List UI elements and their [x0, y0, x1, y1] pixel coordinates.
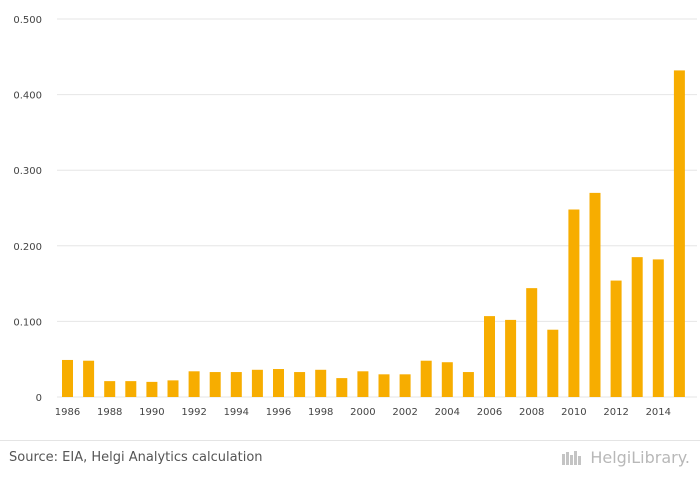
x-tick-label: 1998 — [308, 407, 333, 418]
bar-1993[interactable] — [209, 372, 221, 397]
x-tick-label: 1988 — [97, 407, 122, 418]
x-axis-ticks: 1986 1988 1990 1992 1994 1996 1998 2000 2002 2004… — [55, 407, 671, 418]
bar-2008[interactable] — [526, 288, 538, 397]
y-tick-label: 0.100 — [13, 317, 42, 328]
bar-2004[interactable] — [441, 362, 453, 397]
bar-2014[interactable] — [652, 259, 664, 397]
bar-2011[interactable] — [589, 192, 601, 397]
y-tick-label: 0.200 — [13, 242, 42, 253]
bar-2003[interactable] — [420, 360, 432, 397]
y-tick-label: 0.500 — [13, 15, 42, 26]
bar-1997[interactable] — [294, 372, 306, 397]
grid-lines — [57, 18, 697, 398]
bar-2013[interactable] — [631, 257, 643, 397]
bar-1994[interactable] — [230, 372, 242, 397]
x-tick-label: 2006 — [477, 407, 502, 418]
bar-1995[interactable] — [251, 369, 263, 397]
bar-2012[interactable] — [610, 280, 622, 397]
bar-1986[interactable] — [62, 359, 73, 397]
bars — [62, 70, 685, 398]
x-tick-label: 1992 — [181, 407, 206, 418]
brand-name: HelgiLibrary. — [590, 448, 690, 467]
bar-1988[interactable] — [104, 381, 116, 397]
helgi-library-logo[interactable]: HelgiLibrary. — [561, 448, 690, 467]
x-tick-label: 1994 — [224, 407, 249, 418]
bar-1992[interactable] — [188, 371, 200, 397]
y-tick-label: 0 — [36, 393, 42, 404]
bar-2009[interactable] — [547, 329, 559, 397]
bar-2002[interactable] — [399, 374, 411, 397]
y-tick-label: 0.300 — [13, 166, 42, 177]
bar-1998[interactable] — [315, 369, 327, 397]
bar-1989[interactable] — [125, 381, 137, 397]
bar-1996[interactable] — [273, 369, 284, 397]
bar-1991[interactable] — [167, 380, 179, 397]
bar-1987[interactable] — [83, 360, 95, 397]
x-tick-label: 2010 — [561, 407, 586, 418]
bar-2001[interactable] — [378, 374, 390, 397]
x-tick-label: 2008 — [519, 407, 544, 418]
bar-2005[interactable] — [462, 372, 474, 397]
bar-2015[interactable] — [673, 70, 685, 398]
x-tick-label: 2000 — [350, 407, 375, 418]
x-tick-label: 1986 — [55, 407, 80, 418]
x-tick-label: 2002 — [392, 407, 417, 418]
y-tick-label: 0.400 — [13, 91, 42, 102]
bar-1990[interactable] — [146, 381, 158, 397]
y-axis-ticks: 0 0.100 0.200 0.300 0.400 0.500 — [13, 15, 42, 404]
bar-2000[interactable] — [357, 371, 369, 397]
source-note: Source: EIA, Helgi Analytics calculation — [9, 450, 263, 465]
x-tick-label: 1996 — [266, 407, 291, 418]
x-tick-label: 2004 — [435, 407, 460, 418]
x-tick-label: 1990 — [139, 407, 164, 418]
x-tick-label: 2014 — [646, 407, 671, 418]
books-icon — [562, 450, 582, 465]
bar-1999[interactable] — [336, 378, 348, 397]
bar-2007[interactable] — [505, 319, 517, 397]
footer-divider — [0, 440, 700, 441]
bar-2010[interactable] — [568, 209, 580, 397]
x-tick-label: 2012 — [603, 407, 628, 418]
bar-2006[interactable] — [484, 316, 495, 397]
